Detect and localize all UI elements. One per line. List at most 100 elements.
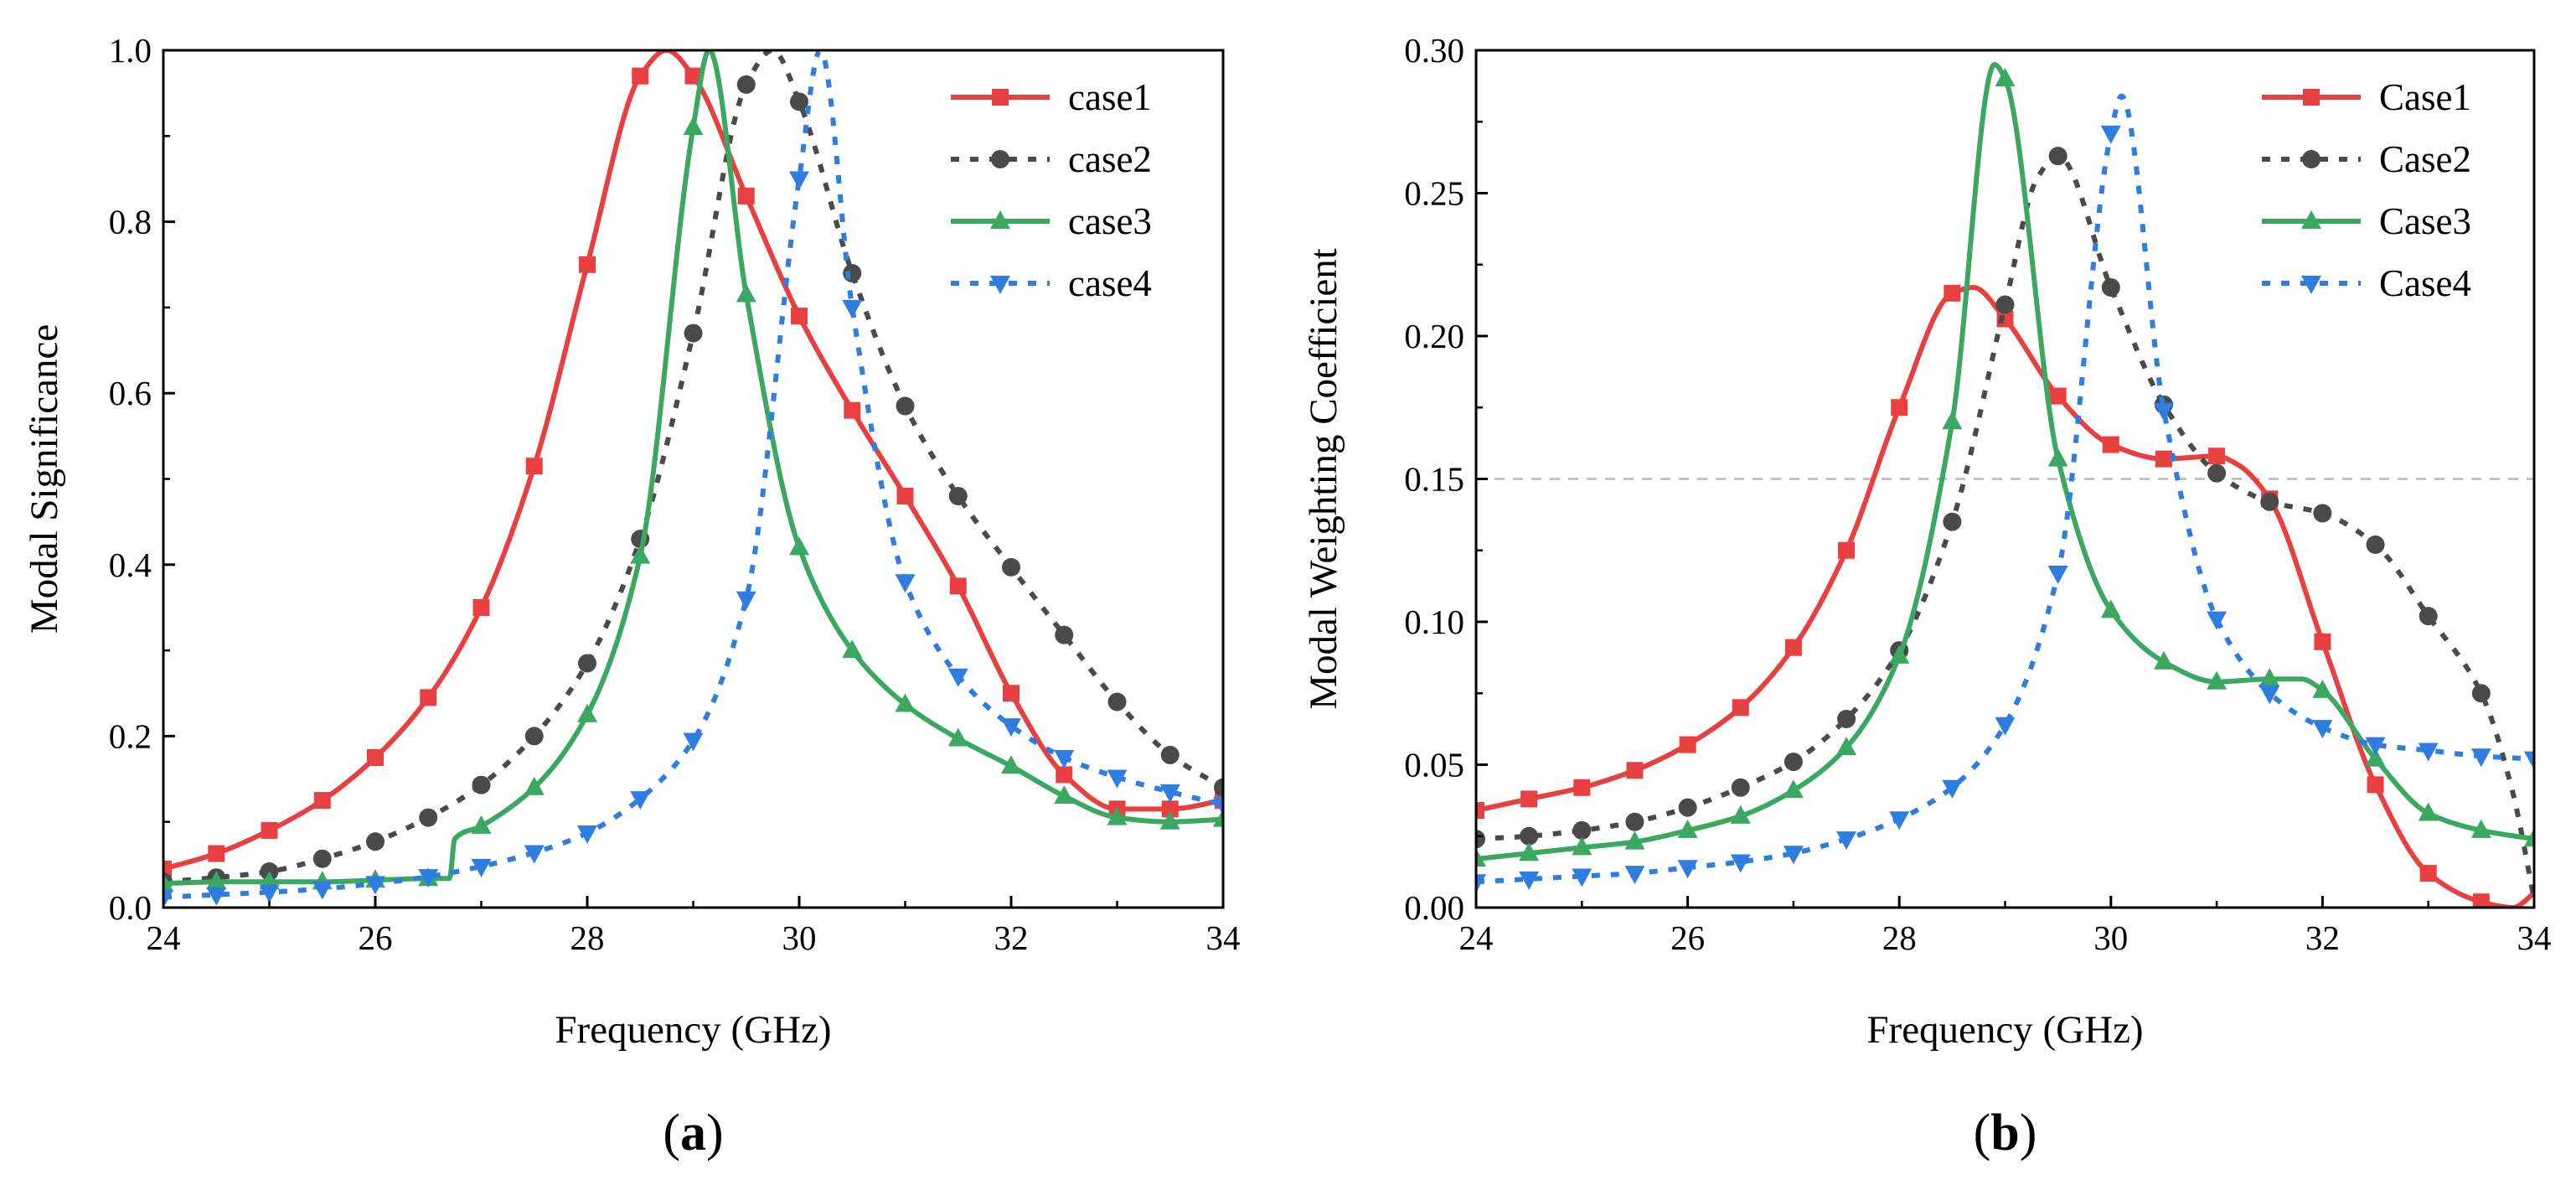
- data-point-case4-14: [895, 574, 916, 593]
- data-point-Case3-3: [1624, 830, 1645, 850]
- data-point-Case4-13: [2153, 402, 2174, 422]
- data-point-Case1-8: [1891, 399, 1908, 416]
- y-tick-label: 0.6: [109, 374, 152, 412]
- data-point-Case1-5: [1732, 699, 1749, 717]
- data-point-Case1-17: [2367, 776, 2384, 794]
- data-point-case2-17: [1055, 625, 1074, 644]
- data-point-case4-6: [471, 858, 492, 877]
- data-point-Case4-10: [1995, 717, 2016, 736]
- data-point-case1-13: [844, 401, 861, 419]
- data-point-case1-9: [632, 67, 649, 85]
- data-point-Case1-2: [1573, 779, 1591, 796]
- legend-label-case2: case2: [1068, 138, 1152, 180]
- data-point-case4-8: [577, 825, 597, 844]
- data-point-case4-2: [259, 884, 280, 903]
- data-point-Case3-16: [2312, 679, 2333, 698]
- data-point-case1-2: [261, 821, 278, 839]
- data-point-case1-5: [420, 689, 437, 706]
- data-point-Case2-0: [1476, 830, 1485, 849]
- legend-label-Case3: Case3: [2379, 200, 2471, 242]
- data-point-Case4-0: [1476, 874, 1486, 893]
- data-point-Case4-6: [1783, 846, 1804, 865]
- data-point-Case3-1: [1519, 842, 1540, 861]
- data-point-Case3-14: [2207, 670, 2228, 690]
- y-tick-label: 0.05: [1404, 746, 1464, 784]
- data-point-Case2-6: [1784, 753, 1803, 772]
- y-tick-label: 0.10: [1404, 603, 1464, 641]
- y-tick-label: 0.4: [109, 546, 152, 584]
- data-point-case2-18: [1107, 692, 1127, 711]
- y-axis-title: Modal Weighting Coefficient: [1302, 248, 1345, 710]
- data-point-Case3-18: [2418, 802, 2439, 821]
- data-point-Case2-1: [1520, 826, 1539, 846]
- data-point-case3-15: [947, 727, 968, 747]
- data-point-Case3-11: [2047, 448, 2068, 467]
- data-point-case4-4: [365, 876, 385, 895]
- data-point-Case2-11: [2048, 147, 2068, 166]
- data-point-Case2-14: [2207, 463, 2227, 483]
- data-point-case3-10: [683, 116, 704, 136]
- data-point-case4-11: [736, 591, 756, 610]
- data-point-Case4-18: [2418, 742, 2439, 762]
- data-point-Case3-6: [1783, 779, 1804, 799]
- data-point-case4-20: [1213, 797, 1223, 816]
- data-point-case2-12: [790, 92, 808, 111]
- data-point-case4-3: [312, 881, 333, 900]
- data-point-Case1-1: [1520, 790, 1538, 808]
- data-point-case4-16: [1001, 718, 1021, 737]
- legend-marker-Case3: [2301, 210, 2321, 229]
- data-point-case3-8: [577, 703, 597, 722]
- data-point-case1-8: [579, 256, 596, 273]
- y-tick-label: 0.30: [1404, 31, 1464, 70]
- data-point-case1-14: [896, 487, 914, 504]
- data-point-case3-7: [524, 776, 545, 795]
- data-point-Case1-3: [1626, 762, 1644, 779]
- data-point-case2-14: [896, 396, 915, 416]
- x-tick-label: 28: [570, 918, 605, 957]
- data-point-case4-17: [1054, 749, 1075, 768]
- data-point-case4-19: [1159, 784, 1180, 803]
- data-point-case1-10: [684, 67, 702, 85]
- data-point-case3-6: [471, 815, 492, 834]
- x-tick-label: 34: [1206, 918, 1241, 957]
- y-tick-label: 0.0: [109, 888, 152, 927]
- data-point-case2-3: [312, 849, 332, 868]
- data-point-Case2-10: [1995, 295, 2015, 314]
- x-tick-label: 24: [147, 918, 181, 957]
- data-point-Case3-15: [2259, 668, 2280, 687]
- data-point-Case3-7: [1836, 737, 1857, 756]
- data-point-Case1-9: [1944, 284, 1961, 302]
- data-point-case4-7: [524, 845, 545, 864]
- data-point-case2-5: [419, 808, 438, 827]
- data-point-case3-20: [1213, 808, 1223, 827]
- chart-b: Case1 Case2 Case3 Case4 24 26 28 30 32 34 0.00 0.0…: [1302, 31, 2552, 1162]
- data-point-Case2-18: [2419, 607, 2438, 626]
- data-point-Case3-17: [2365, 748, 2386, 767]
- data-point-case1-7: [525, 458, 543, 475]
- data-point-Case3-20: [2524, 828, 2534, 847]
- data-point-Case1-7: [1838, 541, 1856, 559]
- data-point-Case1-18: [2419, 865, 2437, 882]
- data-point-Case2-19: [2471, 684, 2491, 703]
- data-point-case1-3: [313, 792, 331, 810]
- data-point-Case4-19: [2470, 748, 2491, 768]
- data-point-case2-8: [578, 654, 596, 673]
- data-point-Case4-5: [1730, 854, 1751, 873]
- y-axis-title: Modal Significance: [23, 324, 66, 634]
- data-point-Case4-17: [2365, 737, 2386, 756]
- y-tick-label: 0.2: [109, 717, 152, 755]
- legend-marker-Case2: [2302, 150, 2320, 168]
- data-point-Case2-2: [1572, 820, 1592, 840]
- x-axis-title: Frequency (GHz): [555, 1008, 831, 1052]
- data-point-Case4-15: [2259, 686, 2280, 705]
- legend-marker-Case4: [2301, 276, 2321, 294]
- legend-marker-case1: [992, 89, 1009, 106]
- x-tick-label: 26: [1670, 918, 1705, 957]
- data-point-case2-10: [684, 323, 703, 343]
- data-point-case2-20: [1214, 778, 1223, 797]
- x-tick-label: 26: [359, 918, 393, 957]
- x-tick-label: 30: [2093, 918, 2128, 957]
- data-point-Case1-11: [2049, 387, 2067, 405]
- data-point-case1-11: [737, 187, 755, 204]
- data-point-Case3-0: [1476, 848, 1486, 867]
